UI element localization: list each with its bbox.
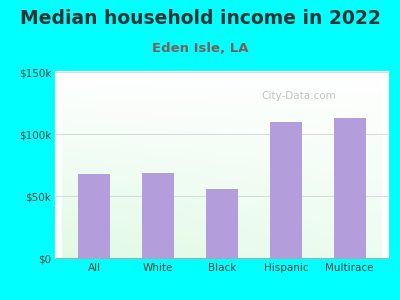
Text: City-Data.com: City-Data.com — [261, 91, 336, 101]
Bar — [270, 122, 302, 258]
Bar — [142, 173, 174, 258]
Bar — [78, 174, 110, 258]
Text: Median household income in 2022: Median household income in 2022 — [20, 9, 380, 28]
Bar — [206, 189, 238, 258]
Bar — [334, 118, 366, 258]
Text: Eden Isle, LA: Eden Isle, LA — [152, 42, 248, 55]
